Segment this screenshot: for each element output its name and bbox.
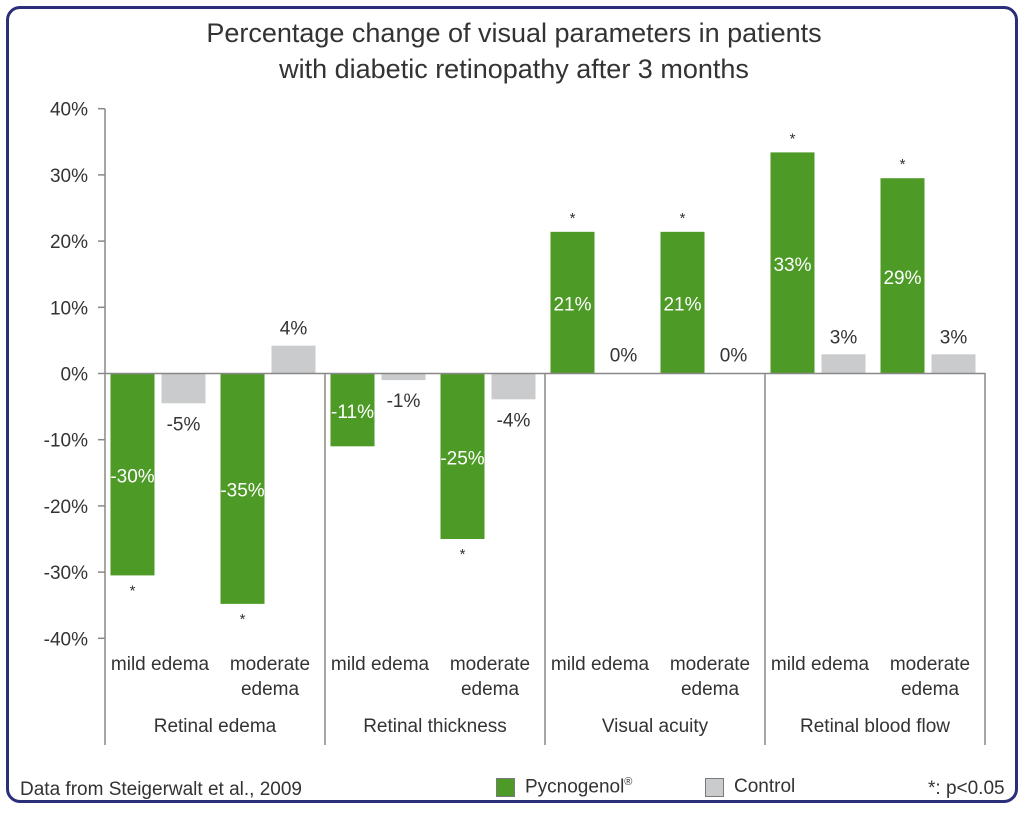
category-label-3-0-0: mild edema <box>771 654 870 675</box>
bar-pycnogenol-2-1 <box>660 231 705 374</box>
category-label-1-1-1: edema <box>461 679 520 700</box>
y-tick-label-7: -30% <box>44 563 88 584</box>
data-label-control-0-0: -5% <box>167 414 201 435</box>
significance-marker-0-0: * <box>130 582 136 599</box>
data-label-pycnogenol-2-0: 21% <box>553 295 591 316</box>
group-label-0: Retinal edema <box>154 716 277 737</box>
category-label-2-0-0: mild edema <box>551 654 650 675</box>
y-tick-label-6: -20% <box>44 497 88 518</box>
bar-pycnogenol-3-1 <box>880 178 925 374</box>
data-label-control-1-1: -4% <box>497 410 531 431</box>
data-label-pycnogenol-3-1: 29% <box>883 268 921 289</box>
legend-item-pycnogenol: Pycnogenol® <box>496 776 632 798</box>
bar-pycnogenol-1-1 <box>440 373 485 539</box>
bar-control-3-1 <box>931 354 976 374</box>
significance-marker-2-0: * <box>570 210 576 227</box>
data-label-pycnogenol-2-1: 21% <box>663 295 701 316</box>
legend-swatch-control <box>705 777 724 797</box>
y-tick-label-4: 0% <box>61 365 89 386</box>
bar-pycnogenol-1-0 <box>330 373 375 447</box>
significance-note: *: p<0.05 <box>928 778 1005 799</box>
bar-control-1-1 <box>491 373 536 400</box>
bar-control-0-0 <box>161 373 206 404</box>
category-label-3-1-0: moderate <box>890 654 970 675</box>
legend-item-control: Control <box>705 776 795 798</box>
significance-marker-2-1: * <box>680 210 686 227</box>
chart-title-line-1: Percentage change of visual parameters i… <box>206 18 822 48</box>
data-label-control-2-1: 0% <box>720 346 748 367</box>
group-label-1: Retinal thickness <box>363 716 507 737</box>
category-label-3-1-1: edema <box>901 679 960 700</box>
legend-swatch-pycnogenol <box>496 777 515 797</box>
category-label-1-0-0: mild edema <box>331 654 430 675</box>
chart-title-line-2: with diabetic retinopathy after 3 months <box>279 54 749 84</box>
y-tick-label-2: 20% <box>50 232 88 253</box>
significance-marker-3-1: * <box>900 156 906 173</box>
y-tick-label-1: 30% <box>50 166 88 187</box>
category-label-2-1-0: moderate <box>670 654 750 675</box>
data-label-control-0-1: 4% <box>280 319 308 340</box>
legend-label-pycnogenol: Pycnogenol® <box>525 776 633 798</box>
data-label-pycnogenol-1-0: -11% <box>331 402 374 423</box>
bar-pycnogenol-0-1 <box>220 373 265 604</box>
category-label-0-1-1: edema <box>241 679 300 700</box>
y-tick-label-0: 40% <box>50 100 88 121</box>
bar-control-1-0 <box>381 373 426 381</box>
data-label-pycnogenol-3-0: 33% <box>773 255 811 276</box>
bar-pycnogenol-0-0 <box>110 373 155 576</box>
group-label-2: Visual acuity <box>602 716 709 737</box>
y-tick-label-3: 10% <box>50 298 88 319</box>
significance-marker-0-1: * <box>240 611 246 628</box>
category-label-2-1-1: edema <box>681 679 740 700</box>
bar-control-0-1 <box>271 345 316 374</box>
chart-frame <box>6 6 1018 803</box>
category-label-0-0-0: mild edema <box>111 654 210 675</box>
data-label-control-3-0: 3% <box>830 327 858 348</box>
category-label-1-1-0: moderate <box>450 654 530 675</box>
bar-pycnogenol-2-0 <box>550 231 595 374</box>
bar-pycnogenol-3-0 <box>770 152 815 374</box>
legend-label-control: Control <box>734 776 796 797</box>
data-label-control-1-0: -1% <box>387 391 421 412</box>
data-label-pycnogenol-0-0: -30% <box>110 466 154 487</box>
data-label-pycnogenol-1-1: -25% <box>440 448 484 469</box>
data-label-control-2-0: 0% <box>610 346 638 367</box>
data-label-pycnogenol-0-1: -35% <box>220 481 264 502</box>
category-label-0-1-0: moderate <box>230 654 310 675</box>
source-note: Data from Steigerwalt et al., 2009 <box>20 779 302 800</box>
y-tick-label-5: -10% <box>44 431 88 452</box>
y-tick-label-8: -40% <box>44 629 88 650</box>
group-label-3: Retinal blood flow <box>800 716 950 737</box>
significance-marker-3-0: * <box>790 130 796 147</box>
significance-marker-1-1: * <box>460 546 466 563</box>
data-label-control-3-1: 3% <box>940 327 968 348</box>
bar-control-3-0 <box>821 354 866 374</box>
